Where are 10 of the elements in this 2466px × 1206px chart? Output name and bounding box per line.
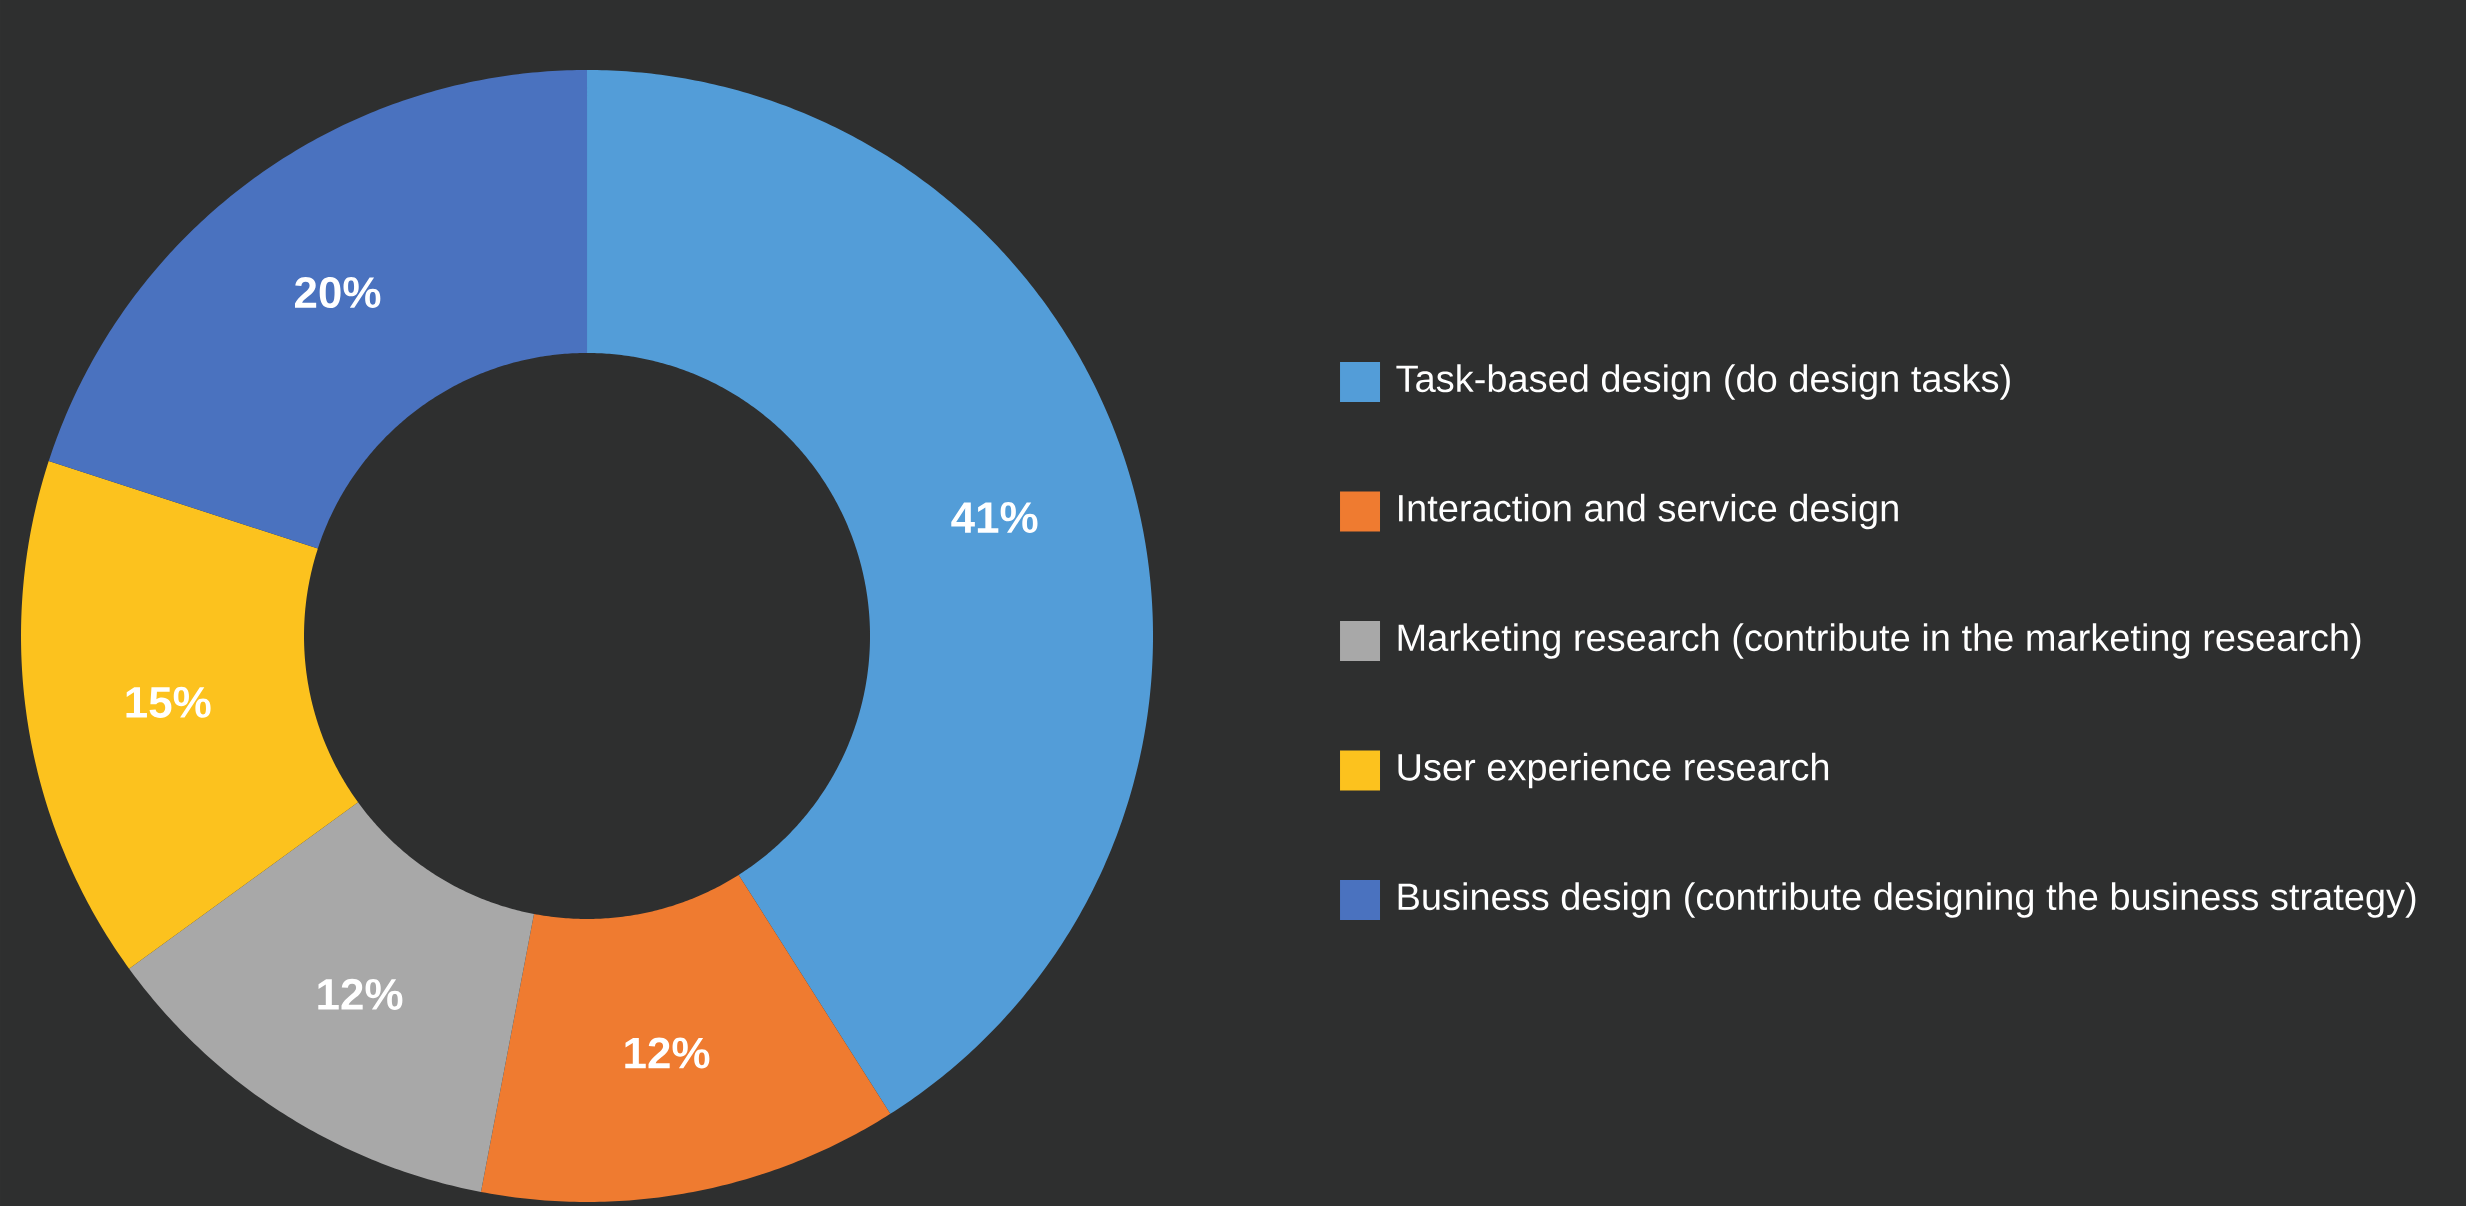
data-label: 12% bbox=[625, 1037, 710, 1069]
data-label: 41% bbox=[951, 502, 1038, 534]
legend-label: Task-based design (do design tasks) bbox=[1396, 364, 2010, 400]
legend-label: Interaction and service design bbox=[1399, 493, 1898, 530]
legend-label: Marketing research (contribute in the marketing research) bbox=[1398, 623, 2361, 659]
data-label: 20% bbox=[294, 276, 381, 309]
legend-label: User experience research bbox=[1398, 752, 1829, 789]
data-label: 12% bbox=[318, 978, 403, 1010]
data-label: 15% bbox=[126, 686, 211, 718]
legend-label: Business design (contribute designing the business strategy) bbox=[1398, 882, 2416, 918]
